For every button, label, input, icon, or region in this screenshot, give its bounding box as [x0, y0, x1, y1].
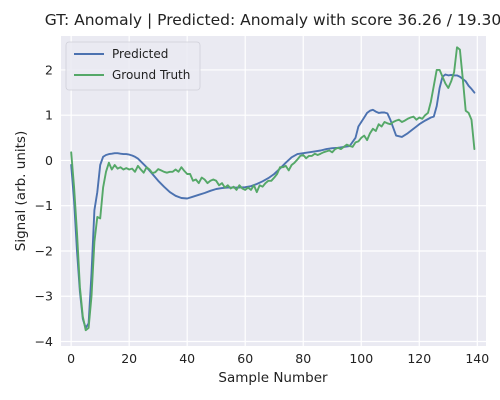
y-tick-label: −2: [35, 243, 53, 258]
y-tick-label: −4: [35, 334, 53, 349]
x-tick-label: 60: [237, 351, 253, 366]
y-tick-label: 2: [45, 62, 53, 77]
x-tick-label: 120: [407, 351, 431, 366]
x-tick-label: 0: [67, 351, 75, 366]
y-tick-label: −3: [35, 289, 53, 304]
series-line-predicted: [70, 73, 476, 329]
x-axis-label: Sample Number: [218, 370, 328, 386]
legend-label-predicted: Predicted: [112, 47, 168, 61]
x-tick-label: 140: [465, 351, 489, 366]
x-tick-label: 80: [295, 351, 311, 366]
y-axis-label: Signal (arb. units): [13, 131, 29, 251]
x-tick-label: 20: [121, 351, 137, 366]
legend: Predicted Ground Truth: [65, 41, 201, 91]
y-tick-label: −1: [35, 198, 53, 213]
x-tick-label: 100: [349, 351, 373, 366]
x-tick-label: 40: [179, 351, 195, 366]
y-tick-label: 0: [45, 153, 53, 168]
series-line-ground-truth: [70, 46, 476, 332]
tick-labels: 0 20 40 60 80 100 120 140 −4 −3 −2 −1 0 1 2: [35, 62, 490, 366]
series-lines: [70, 46, 476, 332]
y-tick-label: 1: [45, 108, 53, 123]
chart-title: GT: Anomaly | Predicted: Anomaly with sc…: [45, 11, 500, 29]
legend-label-ground-truth: Ground Truth: [112, 68, 190, 82]
